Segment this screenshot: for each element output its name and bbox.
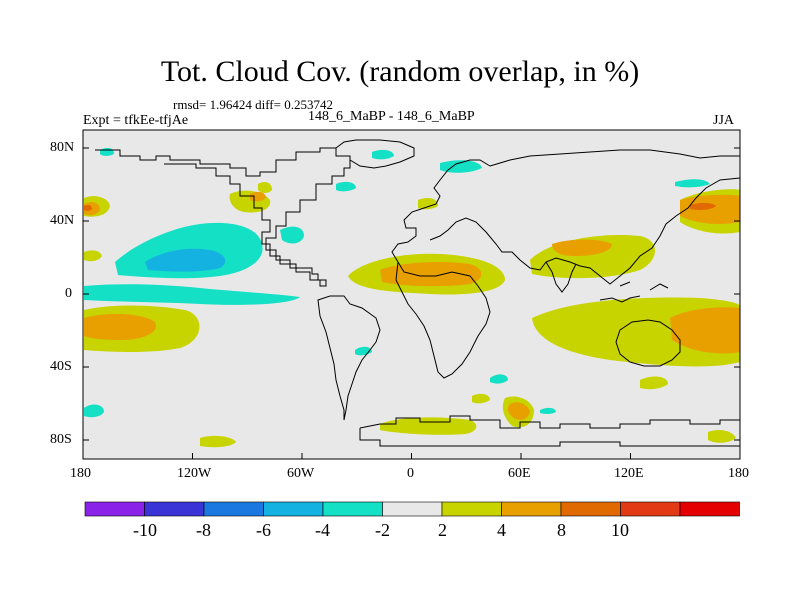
anomaly-region-yellow [640, 376, 668, 390]
anomaly-region-orange [552, 239, 612, 256]
y-tick-label: 40N [50, 213, 75, 228]
anomaly-region-cyan [540, 407, 556, 414]
y-tick-label: 0 [65, 286, 72, 301]
colorbar-label: -2 [375, 520, 390, 540]
x-tick-label: 180 [70, 466, 91, 481]
colorbar-box [382, 501, 443, 517]
anomaly-region-cyan [84, 284, 300, 305]
coastline-asia [429, 149, 740, 285]
cloud-anomaly-fields [84, 147, 740, 448]
anomaly-region-yellow [418, 198, 438, 210]
colorbar-box [560, 501, 621, 517]
anomaly-region-orange [380, 262, 482, 287]
anomaly-region-cyan [280, 226, 304, 244]
colorbar [84, 501, 740, 517]
anomaly-region-darkorange [84, 205, 92, 211]
anomaly-region-darkorange [690, 202, 716, 210]
colorbar-label: -6 [256, 520, 271, 540]
colorbar-box [620, 501, 681, 517]
anomaly-region-yellow [258, 182, 272, 193]
anomaly-region-cyan [372, 149, 394, 160]
anomaly-region-yellow [472, 393, 490, 404]
colorbar-box [501, 501, 562, 517]
colorbar-box [441, 501, 502, 517]
colorbar-box [322, 501, 383, 517]
colorbar-label: -4 [315, 520, 330, 540]
colorbar-box [263, 501, 324, 517]
colorbar-label: 8 [557, 520, 566, 540]
anomaly-region-orange [680, 194, 740, 224]
x-tick-label: 120E [614, 466, 644, 481]
experiment-label: Expt = tfkEe-tfjAe [83, 113, 189, 128]
anomaly-region-cyan [490, 374, 508, 384]
anomaly-region-yellow [708, 430, 736, 443]
coastline-greenland [335, 139, 415, 169]
coastline-australia [615, 319, 681, 367]
colorbar-label: -10 [133, 520, 157, 540]
x-tick-label: 60W [287, 466, 315, 481]
anomaly-region-orange [507, 402, 530, 420]
coastline-north-america [95, 147, 351, 287]
anomaly-region-cyan [84, 404, 104, 418]
anomaly-region-cyan [336, 181, 356, 192]
anomaly-region-cyan [440, 160, 482, 173]
anomaly-region-yellow [84, 250, 102, 262]
anomaly-region-yellow [200, 435, 236, 448]
x-tick-label: 0 [407, 466, 414, 481]
anomaly-region-blue [145, 248, 226, 272]
stats-label: rmsd= 1.96424 diff= 0.253742 [173, 97, 333, 112]
anomaly-region-yellow [380, 417, 477, 435]
coastline-antarctica [359, 415, 740, 447]
colorbar-box [679, 501, 740, 517]
colorbar-box [203, 501, 264, 517]
coastline-south-america [317, 295, 381, 421]
coastlines [95, 139, 740, 447]
y-tick-label: 80N [50, 140, 75, 155]
y-tick-label: 80S [50, 432, 72, 447]
coastline-se-asia [599, 281, 669, 303]
x-tick-label: 60E [508, 466, 531, 481]
anomaly-region-orange [670, 307, 740, 354]
coastline-india [545, 261, 577, 293]
colorbar-label: -8 [196, 520, 211, 540]
colorbar-label: 10 [611, 520, 629, 540]
x-tick-label: 180 [728, 466, 749, 481]
coastline-europe-africa [391, 159, 491, 379]
map-title: Tot. Cloud Cov. (random overlap, in %) [160, 55, 640, 88]
season-label: JJA [713, 113, 735, 128]
case-label: 148_6_MaBP - 148_6_MaBP [308, 109, 475, 124]
anomaly-region-cyan [675, 179, 710, 188]
colorbar-box [144, 501, 205, 517]
x-tick-label: 120W [177, 466, 212, 481]
x-tick-marks [82, 147, 741, 459]
colorbar-label: 4 [497, 520, 506, 540]
colorbar-box [84, 501, 145, 517]
anomaly-region-orange [84, 313, 156, 340]
y-tick-label: 40S [50, 359, 72, 374]
colorbar-label: 2 [438, 520, 447, 540]
